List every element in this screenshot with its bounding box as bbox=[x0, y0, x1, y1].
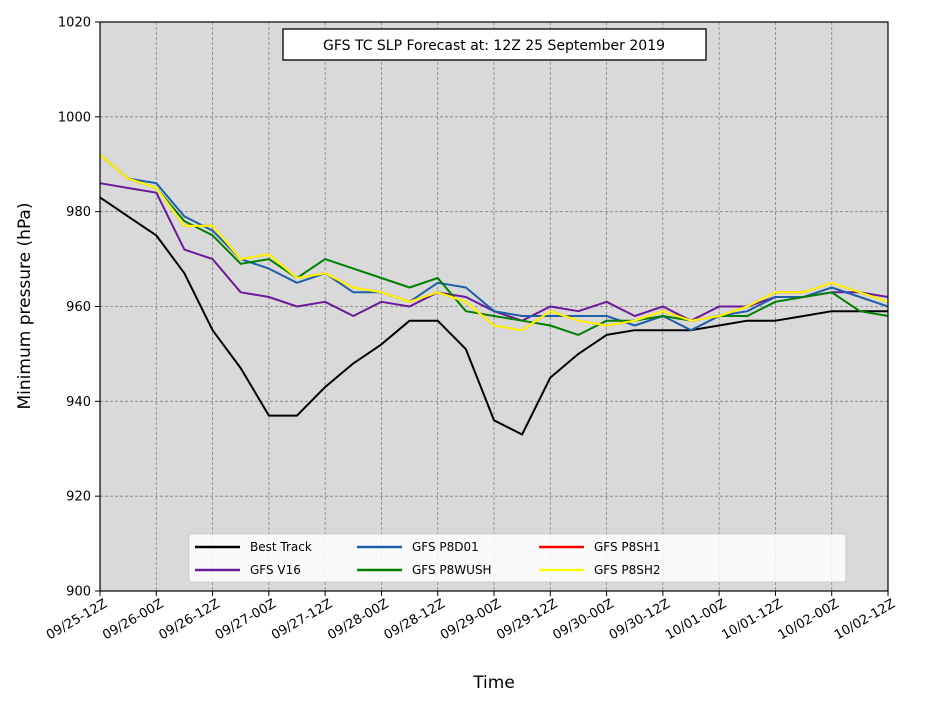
legend-label: Best Track bbox=[250, 540, 312, 554]
series-lines bbox=[99, 154, 889, 436]
x-tick-label: 09/26-12Z bbox=[157, 596, 223, 643]
x-tick-label: 09/25-12Z bbox=[44, 596, 110, 643]
legend-label: GFS P8SH2 bbox=[594, 563, 661, 577]
x-tick-label: 10/02-12Z bbox=[832, 596, 898, 643]
chart-title: GFS TC SLP Forecast at: 12Z 25 September… bbox=[323, 38, 665, 54]
x-axis-ticks: 09/25-12Z09/26-00Z09/26-12Z09/27-00Z09/2… bbox=[44, 591, 898, 643]
grid-lines bbox=[100, 22, 888, 591]
series-line-best-track bbox=[99, 196, 888, 436]
y-axis-ticks: 900 920 940 960 980 1000 1020 bbox=[58, 16, 100, 600]
x-tick-label: 09/28-12Z bbox=[382, 596, 448, 643]
y-tick-label: 980 bbox=[66, 205, 91, 220]
x-tick-label: 09/29-00Z bbox=[438, 596, 504, 643]
x-tick-label: 10/01-00Z bbox=[663, 596, 729, 643]
x-tick-label: 09/27-00Z bbox=[213, 596, 279, 643]
series-line-gfs-p8sh2 bbox=[99, 154, 889, 332]
x-tick-label: 10/02-00Z bbox=[776, 596, 842, 643]
x-tick-label: 09/27-12Z bbox=[269, 596, 335, 643]
x-tick-label: 09/30-12Z bbox=[607, 596, 673, 643]
x-tick-label: 09/29-12Z bbox=[494, 596, 560, 643]
x-tick-label: 10/01-12Z bbox=[719, 596, 785, 643]
y-axis-title: Minimum pressure (hPa) bbox=[15, 203, 35, 410]
series-line-gfs-p8d01 bbox=[99, 154, 889, 332]
title-box bbox=[282, 28, 707, 61]
x-tick-label: 09/28-00Z bbox=[325, 596, 391, 643]
y-tick-label: 960 bbox=[66, 300, 91, 315]
legend-box bbox=[188, 533, 847, 583]
x-tick-label: 09/26-00Z bbox=[100, 596, 166, 643]
y-tick-label: 1020 bbox=[58, 16, 91, 31]
legend: Best Track GFS V16 GFS P8D01 GFS P8WUSH GFS … bbox=[195, 540, 661, 577]
legend-label: GFS P8SH1 bbox=[594, 540, 661, 554]
series-line-gfs-p8wush bbox=[99, 154, 889, 336]
legend-label: GFS P8D01 bbox=[412, 540, 479, 554]
x-tick-label: 09/30-00Z bbox=[551, 596, 617, 643]
x-axis-title: Time bbox=[472, 673, 515, 693]
legend-label: GFS V16 bbox=[250, 563, 301, 577]
legend-label: GFS P8WUSH bbox=[412, 563, 492, 577]
y-tick-label: 940 bbox=[66, 395, 91, 410]
y-tick-label: 900 bbox=[66, 585, 91, 600]
y-tick-label: 920 bbox=[66, 490, 91, 505]
y-tick-label: 1000 bbox=[58, 110, 91, 125]
